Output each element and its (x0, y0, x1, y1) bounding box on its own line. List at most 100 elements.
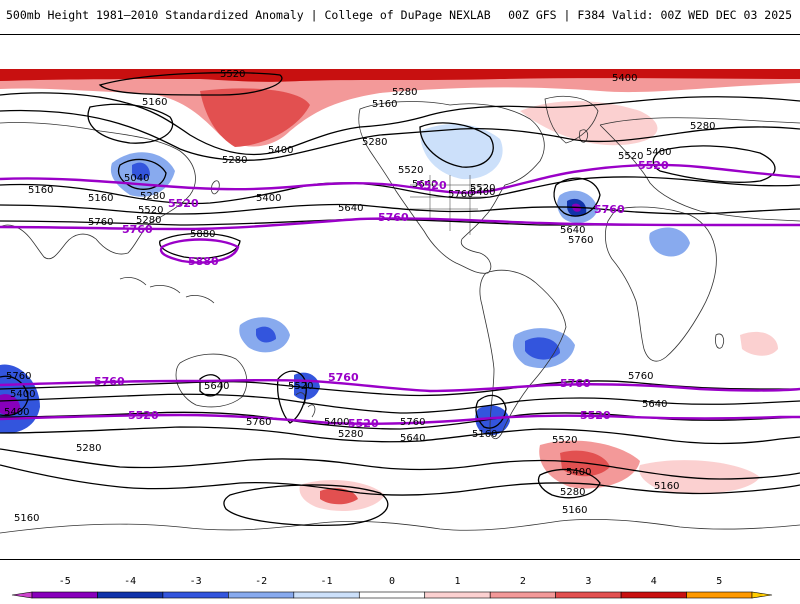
contour-5160-siberia (87, 103, 174, 144)
colorbar-tick-label: 1 (454, 576, 460, 587)
antarctic-positive-core (320, 488, 358, 505)
contour-label: 5160 (472, 429, 497, 440)
contour-label: 5400 (470, 187, 495, 198)
greenland-coast (544, 95, 599, 144)
north-america-coast (358, 101, 545, 274)
highlight-contour-labels: 5520 5520 5760 5760 5520 5760 5880 5760 … (94, 159, 669, 430)
colorbar-canvas: -5 -4 -3 -2 -1 0 1 2 3 4 5 (11, 576, 773, 599)
colorbar-swatch (358, 591, 426, 599)
colorbar-tick-label: -3 (190, 576, 202, 587)
contour-label: 5280 (560, 487, 585, 498)
south-america-coast (479, 269, 567, 440)
contour-label: 5400 (324, 417, 349, 428)
contour-label: 5760 (448, 189, 473, 200)
contour-label: 5640 (204, 381, 229, 392)
contour-5520-south-loop-a (276, 370, 307, 424)
colorbar-swatch (31, 591, 98, 599)
colorbar-tick-label: -5 (59, 576, 71, 587)
contour-5160-canada (419, 122, 494, 168)
colorbar-swatch (228, 591, 295, 599)
anomaly-colorbar: -5 -4 -3 -2 -1 0 1 2 3 4 5 (0, 562, 800, 600)
highlight-label: 5760 (328, 371, 359, 384)
contour-label: 5880 (190, 229, 215, 240)
contour-label: 5640 (642, 399, 667, 410)
contour-5520-north-loop (98, 72, 283, 96)
contour-label: 5520 (138, 205, 163, 216)
colorbar-swatch (293, 591, 360, 599)
contour-label: 5640 (338, 203, 363, 214)
contour-5400-south (0, 426, 800, 445)
contour-5400-west-loop (0, 375, 29, 417)
colorbar-tick-label: -1 (321, 576, 333, 587)
madagascar-coast (715, 333, 724, 349)
contour-label: 5400 (10, 389, 35, 400)
colorbar-min-arrow (11, 591, 33, 599)
highlight-label: 5760 (378, 211, 409, 224)
contour-5640-atl-loop (553, 177, 601, 217)
model-valid-time: 00Z GFS | F384 Valid: 00Z WED DEC 03 202… (508, 8, 792, 22)
colorbar-tick-label: -2 (255, 576, 267, 587)
contour-label: 5760 (246, 417, 271, 428)
contour-label: 5400 (268, 145, 293, 156)
colorbar-swatches (11, 591, 773, 599)
atlantic-positive (520, 101, 658, 146)
anomaly-map: 5520 5400 5280 5160 5280 5160 5280 5400 … (0, 34, 800, 560)
contour-label: 5400 (646, 147, 671, 158)
contour-label: 5760 (568, 235, 593, 246)
contour-label: 5040 (124, 173, 149, 184)
contour-label: 5520 (552, 435, 577, 446)
contour-5280-east (652, 145, 776, 183)
colorbar-swatch (555, 591, 622, 599)
africa-coast (604, 206, 717, 362)
purple-5520-south (0, 413, 800, 425)
eurasia-coast (0, 117, 800, 260)
contour-label: 5280 (690, 121, 715, 132)
tropical-negative-1-core (256, 326, 276, 343)
highlight-label: 5520 (638, 159, 669, 172)
highlight-label: 5760 (594, 203, 625, 216)
contour-5520-mid (0, 176, 800, 205)
colorbar-tick-label: 2 (520, 576, 526, 587)
purple-5760-north (0, 217, 800, 231)
africa-negative (649, 227, 690, 257)
contour-label: 5520 (288, 381, 313, 392)
purple-5760-south (0, 378, 800, 393)
contour-5760-south (0, 380, 800, 397)
japan-coast (211, 180, 220, 195)
contour-label: 5760 (88, 217, 113, 228)
colorbar-tick-label: -4 (124, 576, 136, 587)
pacific-positive (200, 88, 310, 147)
anomaly-shading (0, 69, 800, 511)
antarctica-coast (0, 518, 800, 534)
colorbar-max-arrow (751, 591, 773, 599)
contour-label: 5760 (628, 371, 653, 382)
contour-label: 5400 (612, 73, 637, 84)
contour-label: 5640 (412, 179, 437, 190)
contour-5280-south-atl-loop (537, 468, 601, 499)
highlight-label: 5760 (560, 377, 591, 390)
contour-5040-asia-loop (117, 158, 167, 190)
highlight-label: 5520 (348, 417, 379, 430)
canada-negative (420, 124, 503, 180)
height-contours (0, 72, 800, 526)
contour-label: 5760 (400, 417, 425, 428)
height-contour-labels: 5520 5400 5280 5160 5280 5160 5280 5400 … (4, 69, 715, 524)
contour-label: 5280 (76, 443, 101, 454)
contour-5640-indian-loop (199, 374, 223, 397)
contour-5280-arctic (0, 92, 800, 156)
header: 500mb Height 1981–2010 Standardized Anom… (0, 0, 800, 30)
contour-5400-south-loop-b (475, 394, 507, 429)
contour-label: 5520 (618, 151, 643, 162)
highlight-label: 5520 (168, 197, 199, 210)
colorbar-ticks: -5 -4 -3 -2 -1 0 1 2 3 4 5 (59, 576, 723, 587)
colorbar-swatch (686, 591, 753, 599)
map-title: 500mb Height 1981–2010 Standardized Anom… (6, 8, 491, 22)
arctic-positive-anomaly (0, 69, 800, 147)
indonesia-coast (119, 277, 215, 304)
contour-label: 5160 (88, 193, 113, 204)
contour-label: 5280 (392, 87, 417, 98)
colorbar-tick-label: 4 (651, 576, 657, 587)
highlight-label: 5520 (416, 179, 447, 192)
east-positive (740, 331, 778, 356)
contour-label: 5160 (14, 513, 39, 524)
